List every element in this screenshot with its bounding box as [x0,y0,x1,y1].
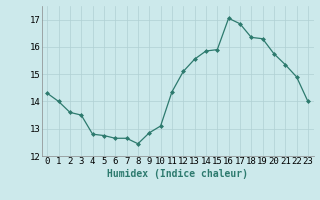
X-axis label: Humidex (Indice chaleur): Humidex (Indice chaleur) [107,169,248,179]
